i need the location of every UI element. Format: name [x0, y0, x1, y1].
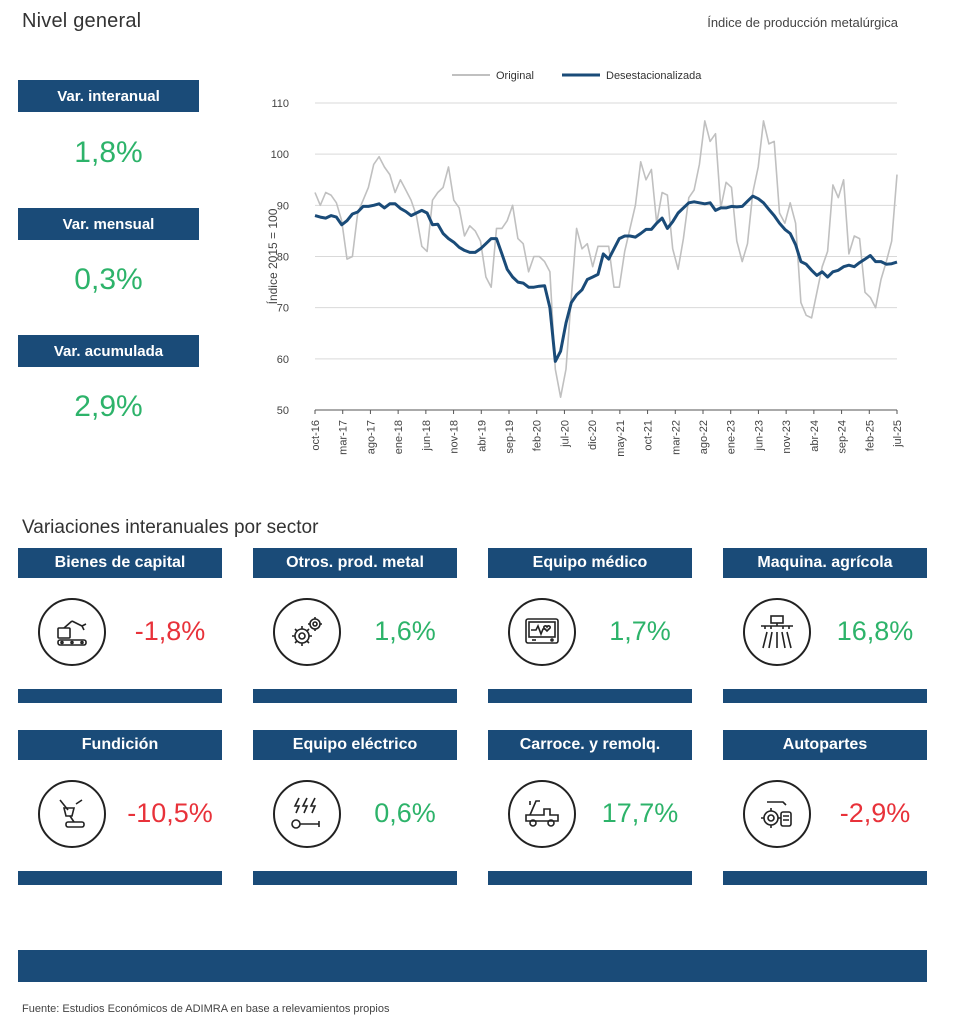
sector-card: Otros. prod. metal 1,6%	[253, 548, 457, 703]
page-title: Nivel general	[22, 10, 142, 32]
sector-value: -2,9%	[839, 798, 911, 828]
x-tick-label: abr-19	[476, 420, 488, 452]
sector-value: -10,5%	[127, 798, 213, 828]
x-tick-label: sep-19	[504, 420, 516, 454]
kpi-header-mensual: Var. mensual	[18, 208, 199, 240]
sector-footer-bar	[723, 689, 927, 703]
sector-footer-bar	[488, 689, 692, 703]
sector-card: Fundición -10,5%	[18, 730, 222, 885]
foundry-ladle-icon	[38, 780, 106, 848]
kpi-header-interanual: Var. interanual	[18, 80, 199, 112]
sector-value: 17,7%	[601, 798, 679, 828]
y-tick-label: 80	[277, 252, 289, 264]
sector-footer-bar	[488, 871, 692, 885]
tow-truck-icon	[508, 780, 576, 848]
footer-bar	[18, 950, 927, 982]
kpi-value-interanual: 1,8%	[74, 136, 143, 169]
source-note: Fuente: Estudios Económicos de ADIMRA en…	[22, 1003, 390, 1015]
x-tick-label: feb-20	[532, 420, 544, 451]
x-tick-label: mar-17	[338, 420, 350, 455]
x-tick-label: jul-20	[559, 420, 571, 448]
x-tick-label: feb-25	[864, 420, 876, 451]
sector-footer-bar	[253, 871, 457, 885]
irrigation-icon	[743, 598, 811, 666]
sector-footer-bar	[18, 689, 222, 703]
sector-value: 16,8%	[836, 616, 914, 646]
electric-wrench-icon	[273, 780, 341, 848]
sector-header: Equipo eléctrico	[253, 730, 457, 760]
x-tick-label: nov-23	[781, 420, 793, 454]
sector-value: 1,6%	[374, 616, 436, 646]
series-line-desestacionalizada	[314, 194, 898, 363]
sector-card: Equipo médico 1,7%	[488, 548, 692, 703]
page-subtitle: Índice de producción metalúrgica	[707, 15, 898, 30]
sector-card: Bienes de capital -1,8%	[18, 548, 222, 703]
x-tick-label: sep-24	[837, 420, 849, 454]
y-axis-label: Índice 2015 = 100	[265, 208, 280, 304]
legend-label: Desestacionalizada	[606, 70, 702, 82]
x-tick-label: mar-22	[670, 420, 682, 455]
sector-header: Bienes de capital	[18, 548, 222, 578]
x-tick-label: jun-23	[753, 420, 765, 452]
y-tick-label: 50	[277, 405, 289, 417]
legend-label: Original	[496, 70, 534, 82]
heart-monitor-icon	[508, 598, 576, 666]
series-line-original	[314, 120, 898, 399]
x-tick-label: jul-25	[892, 420, 904, 448]
y-tick-label: 100	[271, 149, 289, 161]
y-tick-label: 110	[271, 98, 289, 110]
sectors-title: Variaciones interanuales por sector	[22, 517, 319, 538]
production-index-chart: 50 60 70 80 90 100 110 Índice 2015 = 100 oct-16 m…	[265, 70, 904, 457]
x-tick-label: dic-20	[587, 420, 599, 450]
x-tick-label: jun-18	[421, 420, 433, 452]
kpi-header-acumulada: Var. acumulada	[18, 335, 199, 367]
sector-value: 0,6%	[374, 798, 436, 828]
sector-card: Maquina. agrícola 16,8%	[723, 548, 927, 703]
industrial-robot-icon	[38, 598, 106, 666]
sector-card: Autopartes -2,9%	[723, 730, 927, 885]
x-tick-label: oct-16	[310, 420, 322, 451]
x-tick-label: may-21	[615, 420, 627, 457]
kpi-value-acumulada: 2,9%	[74, 390, 143, 423]
x-tick-label: ago-17	[365, 420, 377, 454]
sector-value: -1,8%	[134, 616, 206, 646]
sector-card: Carroce. y remolq. 17,7%	[488, 730, 692, 885]
y-tick-label: 60	[277, 354, 289, 366]
kpi-value-mensual: 0,3%	[74, 263, 143, 296]
sector-footer-bar	[723, 871, 927, 885]
x-tick-label: ene-18	[393, 420, 405, 454]
x-tick-label: ago-22	[698, 420, 710, 454]
sector-footer-bar	[18, 871, 222, 885]
sector-header: Fundición	[18, 730, 222, 760]
y-tick-label: 90	[277, 200, 289, 212]
gears-icon	[273, 598, 341, 666]
sector-header: Maquina. agrícola	[723, 548, 927, 578]
x-tick-label: ene-23	[726, 420, 738, 454]
sector-header: Autopartes	[723, 730, 927, 760]
sector-card: Equipo eléctrico 0,6%	[253, 730, 457, 885]
sector-header: Carroce. y remolq.	[488, 730, 692, 760]
x-tick-label: abr-24	[809, 420, 821, 452]
x-tick-label: oct-21	[643, 420, 655, 451]
auto-parts-icon	[743, 780, 811, 848]
sector-footer-bar	[253, 689, 457, 703]
sector-value: 1,7%	[609, 616, 671, 646]
sector-header: Equipo médico	[488, 548, 692, 578]
x-tick-label: nov-18	[449, 420, 461, 454]
sector-header: Otros. prod. metal	[253, 548, 457, 578]
y-tick-label: 70	[277, 303, 289, 315]
